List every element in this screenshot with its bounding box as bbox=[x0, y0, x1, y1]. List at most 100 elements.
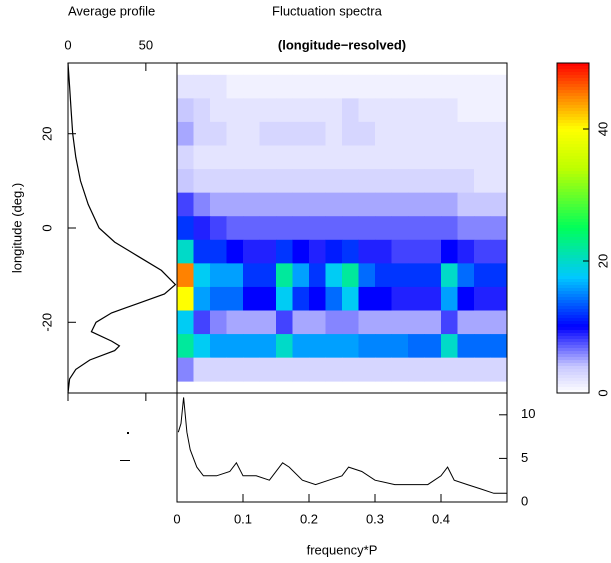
heatmap-cell bbox=[177, 286, 194, 311]
colorbar-segment bbox=[557, 174, 589, 178]
heatmap-cell bbox=[474, 334, 491, 359]
heatmap-cell bbox=[226, 192, 244, 217]
heatmap-cell bbox=[457, 216, 475, 241]
colorbar-segment bbox=[557, 348, 589, 352]
colorbar-segment bbox=[557, 249, 589, 253]
heatmap-cell bbox=[391, 310, 409, 335]
colorbar-segment bbox=[557, 123, 589, 127]
colorbar-segment bbox=[557, 282, 589, 286]
heatmap-cell bbox=[474, 74, 491, 99]
heatmap-cell bbox=[441, 263, 458, 288]
heatmap-cell bbox=[193, 98, 211, 123]
heatmap-cell bbox=[441, 98, 458, 123]
heatmap-cell bbox=[309, 286, 326, 311]
heatmap-cell bbox=[243, 98, 260, 123]
heatmap-cell bbox=[457, 334, 475, 359]
colorbar-segment bbox=[557, 81, 589, 85]
heatmap-cell bbox=[177, 145, 194, 170]
heatmap-cell bbox=[177, 74, 194, 99]
heatmap-cell bbox=[292, 145, 310, 170]
heatmap-cell bbox=[408, 169, 425, 194]
heatmap-cell bbox=[457, 239, 475, 264]
heatmap-cell bbox=[292, 286, 310, 311]
heatmap-cell bbox=[243, 121, 260, 146]
heatmap-cell bbox=[292, 74, 310, 99]
heatmap-cell bbox=[391, 121, 409, 146]
heatmap-cell bbox=[474, 286, 491, 311]
heatmap-cell bbox=[309, 310, 326, 335]
heatmap-cell bbox=[226, 121, 244, 146]
colorbar-segment bbox=[557, 354, 589, 358]
heatmap-cell bbox=[474, 98, 491, 123]
heatmap-cell bbox=[210, 334, 227, 359]
heatmap-cell bbox=[210, 74, 227, 99]
heatmap-cell bbox=[457, 357, 475, 382]
heatmap-cell bbox=[490, 98, 508, 123]
heatmap-cell bbox=[309, 98, 326, 123]
colorbar-segment bbox=[557, 252, 589, 256]
colorbar-segment bbox=[557, 231, 589, 235]
colorbar-segment bbox=[557, 234, 589, 238]
colorbar-segment bbox=[557, 138, 589, 142]
heatmap-cell bbox=[210, 216, 227, 241]
profile-line bbox=[67, 62, 177, 394]
heatmap-cell bbox=[342, 74, 359, 99]
heatmap-cell bbox=[193, 357, 211, 382]
heatmap-cell bbox=[490, 357, 508, 382]
heatmap-cell bbox=[226, 169, 244, 194]
colorbar-segment bbox=[557, 279, 589, 283]
spectrum-line bbox=[177, 397, 507, 494]
colorbar-segment bbox=[557, 375, 589, 379]
heatmap-cell bbox=[474, 239, 491, 264]
colorbar-segment bbox=[557, 321, 589, 325]
heatmap-cell bbox=[259, 74, 277, 99]
heatmap-cell bbox=[177, 98, 194, 123]
heatmap-cell bbox=[490, 169, 508, 194]
colorbar-segment bbox=[557, 84, 589, 88]
colorbar-segment bbox=[557, 294, 589, 298]
heatmap-cell bbox=[226, 216, 244, 241]
heatmap-cell bbox=[226, 239, 244, 264]
heatmap-cell bbox=[276, 286, 293, 311]
heatmap-cell bbox=[424, 263, 442, 288]
x-tick-label: 0.4 bbox=[432, 511, 450, 526]
heatmap-cell bbox=[276, 192, 293, 217]
heatmap-cell bbox=[457, 98, 475, 123]
heatmap-cell bbox=[309, 263, 326, 288]
heatmap-cell bbox=[259, 121, 277, 146]
heatmap-cell bbox=[358, 169, 376, 194]
heatmap-cell bbox=[342, 263, 359, 288]
colorbar-segment bbox=[557, 345, 589, 349]
heatmap-cell bbox=[441, 145, 458, 170]
colorbar-segment bbox=[557, 102, 589, 106]
heatmap-cell bbox=[226, 357, 244, 382]
heatmap-cell bbox=[243, 74, 260, 99]
heatmap-cell bbox=[358, 310, 376, 335]
heatmap-cell bbox=[259, 263, 277, 288]
colorbar-segment bbox=[557, 327, 589, 331]
colorbar-segment bbox=[557, 198, 589, 202]
colorbar-segment bbox=[557, 300, 589, 304]
heatmap-cell bbox=[342, 192, 359, 217]
heatmap-cell bbox=[177, 263, 194, 288]
colorbar-segment bbox=[557, 90, 589, 94]
heatmap-cell bbox=[408, 263, 425, 288]
heatmap-cell bbox=[177, 121, 194, 146]
heatmap-cell bbox=[408, 192, 425, 217]
heatmap-cell bbox=[457, 286, 475, 311]
heatmap-cell bbox=[325, 310, 343, 335]
colorbar-segment bbox=[557, 270, 589, 274]
colorbar-segment bbox=[557, 114, 589, 118]
heatmap-cell bbox=[276, 145, 293, 170]
heatmap-cell bbox=[193, 145, 211, 170]
heatmap-cell bbox=[177, 357, 194, 382]
x-tick-label: 0 bbox=[64, 37, 71, 52]
colorbar-segment bbox=[557, 183, 589, 187]
colorbar-segment bbox=[557, 381, 589, 385]
heatmap-cell bbox=[457, 263, 475, 288]
heatmap-cell bbox=[375, 216, 392, 241]
heatmap-cell bbox=[408, 121, 425, 146]
colorbar-segment bbox=[557, 306, 589, 310]
heatmap-cell bbox=[490, 334, 508, 359]
heatmap-cell bbox=[375, 74, 392, 99]
